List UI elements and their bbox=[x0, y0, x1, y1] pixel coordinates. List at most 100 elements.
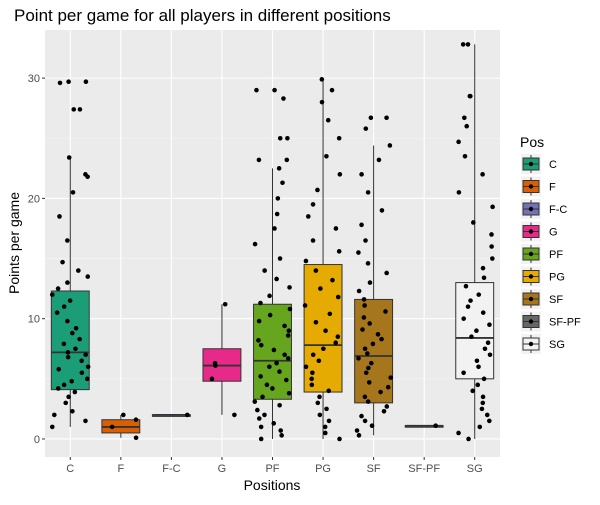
data-point bbox=[385, 384, 391, 390]
data-point bbox=[461, 316, 466, 321]
data-point bbox=[222, 301, 228, 307]
data-point bbox=[366, 380, 372, 385]
data-point bbox=[57, 80, 63, 86]
data-point bbox=[384, 404, 390, 409]
data-point bbox=[375, 332, 381, 337]
data-point bbox=[387, 143, 393, 148]
data-point bbox=[121, 412, 126, 418]
data-point bbox=[360, 327, 365, 332]
data-point bbox=[378, 389, 383, 395]
x-tick-label-f-c: F-C bbox=[162, 463, 180, 475]
data-point bbox=[258, 342, 264, 348]
data-point bbox=[330, 277, 335, 283]
y-tick-label: 30 bbox=[28, 73, 40, 85]
data-point bbox=[370, 341, 376, 347]
legend: Pos CF F-C G PF PG SF SF-PF SG bbox=[520, 134, 581, 354]
data-point bbox=[280, 180, 285, 186]
data-point bbox=[368, 360, 374, 366]
box-f bbox=[101, 414, 141, 438]
data-point bbox=[322, 424, 328, 430]
data-point bbox=[70, 408, 75, 414]
data-point bbox=[79, 370, 85, 376]
data-point bbox=[65, 318, 70, 324]
data-point bbox=[66, 79, 71, 85]
data-point bbox=[262, 268, 267, 273]
data-point bbox=[267, 312, 273, 318]
data-point bbox=[462, 115, 467, 121]
box-body bbox=[50, 290, 90, 391]
data-point bbox=[333, 226, 339, 231]
data-point bbox=[317, 394, 322, 400]
data-point bbox=[324, 153, 329, 159]
legend-label: SF-PF bbox=[549, 317, 581, 329]
data-point bbox=[267, 293, 272, 299]
data-point bbox=[313, 319, 319, 325]
data-point bbox=[133, 435, 139, 441]
data-point bbox=[133, 417, 139, 423]
legend-item-sg: SG bbox=[521, 334, 565, 354]
data-point bbox=[61, 382, 67, 388]
data-point bbox=[487, 322, 492, 327]
data-point bbox=[466, 436, 471, 442]
boxes-layer bbox=[50, 44, 495, 439]
data-point bbox=[65, 238, 70, 243]
data-point bbox=[61, 341, 67, 347]
data-point bbox=[316, 358, 322, 364]
box-g bbox=[202, 304, 242, 415]
x-tick-label-pf: PF bbox=[265, 463, 279, 475]
data-point bbox=[270, 386, 275, 391]
x-tick-label-pg: PG bbox=[315, 463, 331, 475]
data-point bbox=[336, 135, 342, 141]
legend-label: C bbox=[549, 159, 557, 171]
data-point bbox=[482, 346, 488, 352]
data-point bbox=[361, 315, 367, 320]
data-point bbox=[79, 358, 84, 364]
data-point bbox=[60, 259, 65, 265]
data-point bbox=[61, 304, 67, 309]
data-point bbox=[323, 328, 328, 334]
data-point bbox=[487, 352, 493, 358]
data-point bbox=[356, 356, 361, 361]
data-point bbox=[363, 238, 368, 243]
data-point bbox=[384, 270, 389, 276]
data-point bbox=[463, 283, 469, 289]
data-point bbox=[362, 418, 368, 424]
data-point bbox=[71, 107, 77, 112]
legend-label: F-C bbox=[549, 204, 567, 216]
data-point bbox=[65, 354, 71, 360]
data-point bbox=[279, 433, 284, 438]
data-point bbox=[481, 275, 487, 281]
data-point bbox=[287, 306, 293, 312]
x-tick-label-g: G bbox=[218, 463, 227, 475]
data-point bbox=[336, 249, 342, 254]
data-point bbox=[490, 204, 495, 210]
box-f-c bbox=[151, 414, 191, 417]
data-point bbox=[70, 190, 76, 195]
data-point bbox=[282, 352, 287, 358]
data-point bbox=[480, 172, 485, 177]
data-point bbox=[69, 330, 75, 336]
data-point bbox=[254, 87, 259, 93]
legend-item-c: C bbox=[521, 154, 557, 174]
data-point bbox=[232, 412, 237, 418]
data-point bbox=[365, 399, 371, 404]
data-point bbox=[285, 135, 290, 141]
data-point bbox=[362, 303, 367, 308]
legend-item-sf-pf: SF-PF bbox=[521, 311, 581, 332]
data-point bbox=[326, 418, 332, 424]
data-point bbox=[84, 376, 90, 382]
data-point bbox=[469, 334, 474, 340]
data-point bbox=[474, 328, 479, 334]
data-point bbox=[456, 190, 462, 195]
data-point bbox=[433, 423, 438, 429]
legend-key-point bbox=[528, 274, 534, 279]
legend-item-pg: PG bbox=[521, 266, 565, 287]
data-point bbox=[376, 157, 382, 163]
chart-title: Point per game for all players in differ… bbox=[14, 6, 391, 25]
data-point bbox=[465, 42, 471, 47]
data-point bbox=[367, 321, 372, 326]
legend-item-g: G bbox=[521, 221, 558, 242]
legend-label: PG bbox=[549, 272, 565, 284]
data-point bbox=[55, 286, 61, 291]
data-point bbox=[362, 394, 368, 400]
